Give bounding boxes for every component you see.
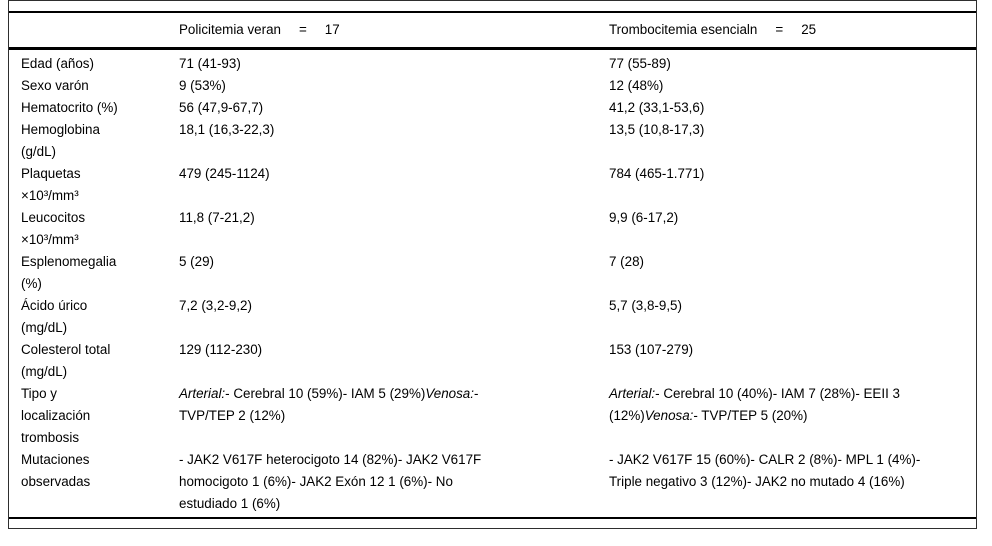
- group2-equals: =: [775, 22, 784, 37]
- row-label: Hemoglobina (g/dL): [21, 122, 100, 159]
- table-row: Hematocrito (%) 56 (47,9-67,7) 41,2 (33,1-…: [9, 97, 976, 119]
- group1-name: Policitemia veran: [179, 22, 281, 37]
- text-segment: - TVP/TEP 5 (20%): [693, 408, 808, 423]
- text-segment: - Cerebral 10 (59%)- IAM 5 (29%): [225, 386, 426, 401]
- cell-policitemia-vera: 71 (41-93): [179, 56, 241, 71]
- row-label: Sexo varón: [21, 78, 89, 93]
- cell-policitemia-vera: 7,2 (3,2-9,2): [179, 298, 252, 313]
- table-bottom-rule: [9, 517, 976, 519]
- table-row: Mutaciones observadas - JAK2 V617F hetero…: [9, 449, 976, 515]
- table-row: Ácido úrico (mg/dL) 7,2 (3,2-9,2) 5,7 (3,8…: [9, 295, 976, 339]
- cell-trombocitemia-esencial: 784 (465-1.771): [609, 166, 705, 181]
- cell-policitemia-vera: - JAK2 V617F heterocigoto 14 (82%)- JAK2…: [179, 452, 482, 511]
- italic-segment: Venosa:: [644, 408, 694, 423]
- header-policitemia-vera: Policitemia veran = 17: [179, 22, 609, 38]
- table-row: Sexo varón 9 (53%) 12 (48%): [9, 75, 976, 97]
- comparison-table: Policitemia veran = 17 Trombocitemia esenc…: [8, 0, 977, 529]
- header-separator-rule: [9, 47, 976, 50]
- italic-segment: Arterial:: [609, 386, 656, 401]
- row-label: Hematocrito (%): [21, 100, 118, 115]
- cell-trombocitemia-esencial: 13,5 (10,8-17,3): [609, 122, 705, 137]
- cell-trombocitemia-esencial: 5,7 (3,8-9,5): [609, 298, 682, 313]
- table-row: Plaquetas ×10³/mm³ 479 (245-1124) 784 (465…: [9, 163, 976, 207]
- group1-equals: =: [298, 22, 307, 37]
- header-trombocitemia-esencial: Trombocitemia esencialn = 25: [609, 22, 976, 38]
- row-label: Ácido úrico (mg/dL): [21, 298, 88, 335]
- cell-trombocitemia-esencial: 41,2 (33,1-53,6): [609, 100, 705, 115]
- table-row: Colesterol total (mg/dL) 129 (112-230) 153…: [9, 339, 976, 383]
- table-bottom-spacer: [9, 519, 976, 528]
- table-top-rule: [9, 11, 976, 13]
- cell-policitemia-vera: Arterial:- Cerebral 10 (59%)- IAM 5 (29%…: [179, 383, 609, 449]
- cell-trombocitemia-esencial: - JAK2 V617F 15 (60%)- CALR 2 (8%)- MPL …: [609, 452, 921, 489]
- cell-policitemia-vera: 18,1 (16,3-22,3): [179, 122, 275, 137]
- table-body: Edad (años) 71 (41-93) 77 (55-89) Sexo varó…: [9, 50, 976, 517]
- group1-count: 17: [324, 22, 340, 37]
- table-header-row: Policitemia veran = 17 Trombocitemia esenc…: [9, 13, 976, 47]
- row-label: Tipo y localización trombosis: [21, 386, 91, 445]
- cell-trombocitemia-esencial: Arterial:- Cerebral 10 (40%)- IAM 7 (28%…: [609, 383, 976, 449]
- table-row: Edad (años) 71 (41-93) 77 (55-89): [9, 53, 976, 75]
- cell-policitemia-vera: 5 (29): [179, 254, 214, 269]
- cell-policitemia-vera: 479 (245-1124): [179, 166, 270, 181]
- row-label: Colesterol total (mg/dL): [21, 342, 111, 379]
- italic-segment: Arterial:: [179, 386, 226, 401]
- cell-policitemia-vera: 56 (47,9-67,7): [179, 100, 264, 115]
- row-label: Edad (años): [21, 56, 94, 71]
- row-label: Esplenomegalia (%): [21, 254, 117, 291]
- cell-trombocitemia-esencial: 77 (55-89): [609, 56, 671, 71]
- cell-trombocitemia-esencial: 9,9 (6-17,2): [609, 210, 679, 225]
- italic-segment: Venosa:: [425, 386, 474, 401]
- group2-count: 25: [801, 22, 817, 37]
- table-row: Hemoglobina (g/dL) 18,1 (16,3-22,3) 13,5 (…: [9, 119, 976, 163]
- table-row: Leucocitos ×10³/mm³ 11,8 (7-21,2) 9,9 (6-1…: [9, 207, 976, 251]
- table-row: Esplenomegalia (%) 5 (29) 7 (28): [9, 251, 976, 295]
- cell-trombocitemia-esencial: 153 (107-279): [609, 342, 694, 357]
- row-label: Plaquetas ×10³/mm³: [21, 166, 81, 203]
- cell-policitemia-vera: 129 (112-230): [179, 342, 263, 357]
- row-label: Leucocitos ×10³/mm³: [21, 210, 86, 247]
- text-segment: - Cerebral 10 (40%)- IAM 7 (28%)- EEII 3…: [609, 386, 900, 423]
- cell-trombocitemia-esencial: 7 (28): [609, 254, 644, 269]
- text-segment: - TVP/TEP 2 (12%): [179, 386, 479, 423]
- row-label: Mutaciones observadas: [21, 452, 91, 489]
- cell-policitemia-vera: 9 (53%): [179, 78, 226, 93]
- group2-name: Trombocitemia esencialn: [609, 22, 758, 37]
- cell-policitemia-vera: 11,8 (7-21,2): [179, 210, 255, 225]
- cell-trombocitemia-esencial: 12 (48%): [609, 78, 664, 93]
- table-row: Tipo y localización trombosis Arterial:- …: [9, 383, 976, 449]
